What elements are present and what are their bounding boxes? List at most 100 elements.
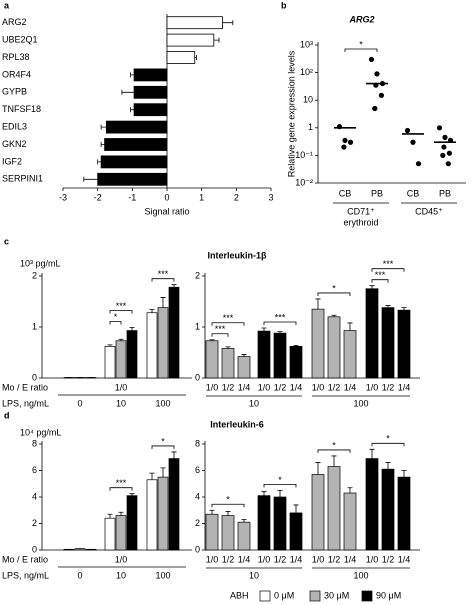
ratio-label: 1/0	[312, 554, 325, 564]
error-bar	[241, 354, 247, 357]
significance-label: ***	[158, 269, 169, 279]
significance-label: ***	[215, 324, 226, 334]
error-bar	[107, 513, 113, 519]
significance-bracket	[211, 333, 229, 337]
category-label: OR4F4	[2, 69, 31, 79]
y-tick-label: 8	[195, 438, 200, 448]
significance-bracket	[371, 268, 405, 272]
category-label: IGF2	[2, 156, 22, 166]
x-tick-label: CB	[339, 188, 352, 198]
error-bar	[277, 331, 283, 334]
y-tick-label: 4	[32, 491, 37, 501]
bar	[343, 330, 357, 379]
y-tick-label: 10	[303, 95, 313, 105]
category-label: UBE2Q1	[2, 34, 38, 44]
y-tick-label: 2	[195, 270, 200, 280]
error-bar	[129, 493, 135, 496]
bar	[237, 521, 251, 551]
significance-bracket	[151, 445, 175, 449]
ratio-label: 1/2	[274, 554, 287, 564]
error-bar	[293, 344, 299, 347]
category-label: GYPB	[2, 87, 27, 97]
chart-title: Interleukin-1β	[207, 250, 267, 260]
significance-label: ***	[275, 312, 286, 322]
lps-label: 100	[353, 398, 368, 408]
y-tick-label: 6	[32, 465, 37, 475]
y-tick-label: 6	[195, 465, 200, 475]
error-bar	[347, 322, 353, 331]
error-bar	[209, 509, 215, 515]
ratio-label: 1/2	[328, 382, 341, 392]
ratio-label: 1/0	[366, 382, 379, 392]
y-tick-label: 10³	[300, 39, 313, 49]
bar	[157, 307, 169, 379]
data-point	[374, 71, 380, 77]
bar	[311, 308, 325, 379]
significance-bracket	[263, 483, 297, 488]
legend-swatch	[361, 590, 373, 602]
bar	[257, 495, 271, 551]
bar	[343, 492, 357, 551]
category-label: GKN2	[2, 139, 27, 149]
category-label: EDIL3	[2, 121, 27, 131]
bar	[157, 476, 169, 551]
y-tick-label: 10⁻²	[295, 177, 313, 187]
bar	[133, 103, 168, 117]
error-bar	[129, 327, 135, 331]
error-bar	[331, 455, 337, 467]
y-tick-label: 0	[32, 544, 37, 554]
error-bar	[107, 344, 113, 347]
row-label: LPS, ng/mL	[2, 570, 49, 580]
significance-label: *	[359, 39, 363, 49]
error-bar	[121, 89, 135, 95]
ratio-label: 1/2	[382, 382, 395, 392]
ratio-label: 1/2	[222, 382, 235, 392]
ratio-label: 1/2	[222, 554, 235, 564]
data-point	[441, 144, 447, 150]
ratio-label: 1/4	[290, 382, 303, 392]
error-bar	[369, 448, 375, 459]
lps-label: 0	[77, 398, 82, 408]
bar	[205, 513, 219, 551]
bar	[104, 517, 116, 551]
bar	[104, 138, 168, 151]
bar	[365, 458, 379, 551]
legend-title: ABH	[230, 590, 249, 600]
error-bar	[369, 285, 375, 289]
lps-label: 100	[155, 398, 170, 408]
ratio-label: 1/0	[312, 382, 325, 392]
bar	[146, 479, 158, 551]
group-label: CD71⁺	[347, 206, 375, 216]
panel-label: d	[4, 410, 10, 420]
panel-label: c	[4, 236, 9, 246]
data-point	[341, 144, 347, 150]
ratio-label: 1/4	[344, 554, 357, 564]
significance-bracket	[317, 449, 351, 453]
y-tick-label: 2	[32, 518, 37, 528]
significance-bracket	[263, 321, 297, 326]
data-point	[342, 137, 348, 143]
error-bar	[130, 72, 135, 78]
significance-bracket	[344, 48, 378, 52]
data-point	[372, 105, 378, 112]
significance-label: *	[332, 283, 336, 293]
data-point	[440, 152, 446, 158]
ratio-label: 1/0	[115, 382, 128, 392]
error-bar	[222, 20, 234, 26]
group-label: erythroid	[343, 217, 378, 227]
panel-label: b	[281, 0, 287, 10]
ratio-label: 1/4	[344, 382, 357, 392]
error-bar	[171, 284, 177, 288]
ratio-label: 1/0	[206, 382, 219, 392]
error-bar	[401, 307, 407, 311]
significance-label: ***	[116, 478, 127, 488]
x-tick-label: 0	[164, 192, 169, 202]
ratio-label: 1/4	[238, 554, 251, 564]
ratio-label: 1/2	[274, 382, 287, 392]
ratio-label: 1/0	[258, 382, 271, 392]
ratio-label: 1/0	[206, 554, 219, 564]
bar	[166, 51, 196, 64]
significance-label: ***	[383, 259, 394, 269]
error-bar	[213, 37, 220, 43]
error-bar	[118, 338, 124, 341]
